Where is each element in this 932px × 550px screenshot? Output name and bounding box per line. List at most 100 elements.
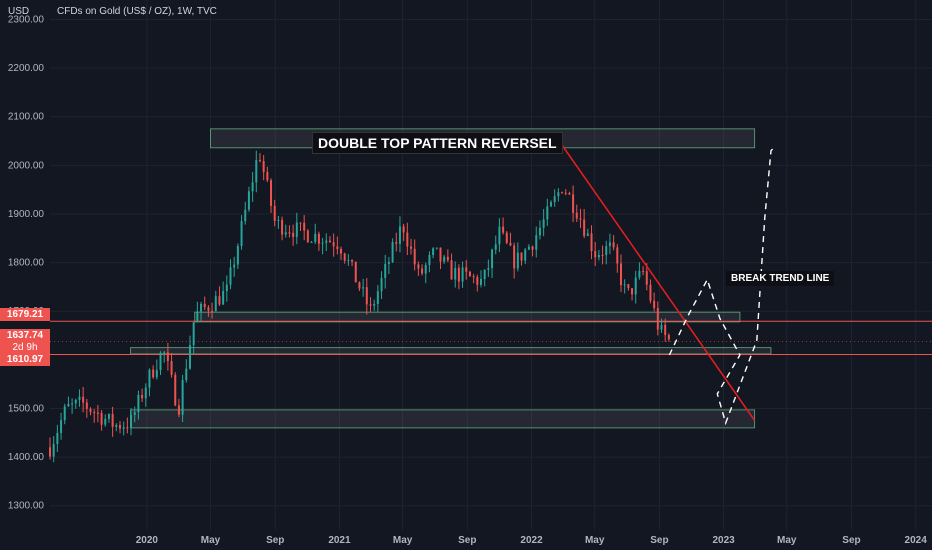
candle-body-90 [380,278,383,292]
y-tick-label-1: 2200.00 [8,63,45,74]
candle-body-65 [288,232,291,234]
candle-body-101 [421,268,424,274]
candle-body-46 [218,296,221,305]
candle-body-128 [520,252,523,261]
candle-body-155 [619,263,622,286]
candle-body-158 [631,288,634,295]
candle-body-28 [152,369,155,378]
x-tick-label-8: Sep [650,535,668,546]
candle-body-114 [468,271,471,277]
candle-body-27 [148,369,151,388]
candle-body-29 [155,370,158,378]
candle-body-35 [177,405,180,415]
candle-body-20 [122,427,125,429]
candle-body-25 [141,394,144,399]
candle-body-76 [328,240,331,243]
candle-body-48 [225,284,228,292]
candle-body-62 [277,219,280,221]
candle-body-86 [365,287,368,305]
candle-body-160 [638,271,641,278]
double-top-title-label[interactable]: DOUBLE TOP PATTERN REVERSEL [312,132,563,154]
candle-body-82 [351,260,354,262]
candle-body-54 [247,191,250,210]
candle-body-4 [63,406,66,421]
candle-body-60 [270,180,273,206]
candle-body-95 [398,226,401,244]
candle-body-70 [306,230,309,243]
candle-body-79 [340,248,343,254]
candle-body-138 [557,192,560,197]
candle-body-131 [531,246,534,250]
candle-body-109 [450,260,453,280]
candle-body-151 [605,246,608,256]
candle-body-13 [96,412,99,414]
candle-body-121 [494,244,497,250]
candle-body-56 [255,160,258,183]
candle-body-108 [446,256,449,261]
candle-body-7 [74,399,77,404]
candle-body-42 [203,303,206,308]
candle-body-55 [251,182,254,192]
candle-body-156 [623,284,626,286]
candle-body-17 [111,413,114,427]
candle-body-30 [159,352,162,371]
candle-body-93 [391,242,394,263]
candle-body-143 [575,212,578,219]
candle-body-69 [303,222,306,231]
candle-body-139 [561,192,564,194]
candle-body-68 [299,222,302,224]
x-tick-label-10: May [777,535,797,546]
candle-body-43 [207,307,210,311]
candle-body-61 [273,205,276,221]
candle-body-116 [476,277,479,285]
candle-body-58 [262,160,265,172]
candle-body-44 [211,310,214,312]
candle-body-8 [78,396,81,400]
x-tick-label-2: Sep [266,535,284,546]
candle-body-98 [410,246,413,249]
support-price-tag: 1610.97 [0,353,50,366]
candle-body-105 [435,247,438,249]
candle-body-136 [549,202,552,207]
candle-body-6 [71,403,74,405]
candle-body-97 [406,232,409,247]
candle-body-162 [645,271,648,285]
projection-path [668,145,777,426]
candlestick-series [49,150,670,463]
x-tick-label-5: Sep [458,535,476,546]
x-tick-label-1: May [201,535,221,546]
candle-body-14 [100,412,103,425]
break-trend-line-label[interactable]: BREAK TREND LINE [726,271,835,286]
candle-body-153 [612,242,615,248]
candle-body-38 [188,345,191,369]
candle-body-63 [281,219,284,235]
candle-body-81 [347,260,350,262]
candle-body-144 [579,218,582,220]
candle-body-87 [369,304,372,306]
candle-body-15 [104,418,107,425]
candle-body-134 [542,219,545,228]
candle-body-50 [233,264,236,268]
candle-body-2 [56,432,59,444]
x-tick-label-6: 2022 [520,535,543,546]
candle-body-10 [85,402,88,409]
candle-body-137 [553,196,556,203]
candle-body-132 [535,235,538,250]
current-price-tag: 1637.74 [0,329,50,342]
candle-body-157 [627,284,630,289]
candle-body-142 [572,194,575,213]
candle-body-32 [166,352,169,362]
candle-body-147 [590,233,593,252]
candle-body-165 [656,308,659,330]
candle-body-53 [244,209,247,222]
candle-body-49 [229,267,232,285]
trend-line [561,145,756,422]
candle-body-130 [527,246,530,250]
candle-body-88 [373,303,376,306]
candle-body-146 [586,233,589,236]
candle-body-149 [597,254,600,258]
candle-body-118 [483,269,486,279]
candle-body-168 [667,334,670,340]
candle-body-125 [509,242,512,246]
candle-body-135 [546,206,549,220]
